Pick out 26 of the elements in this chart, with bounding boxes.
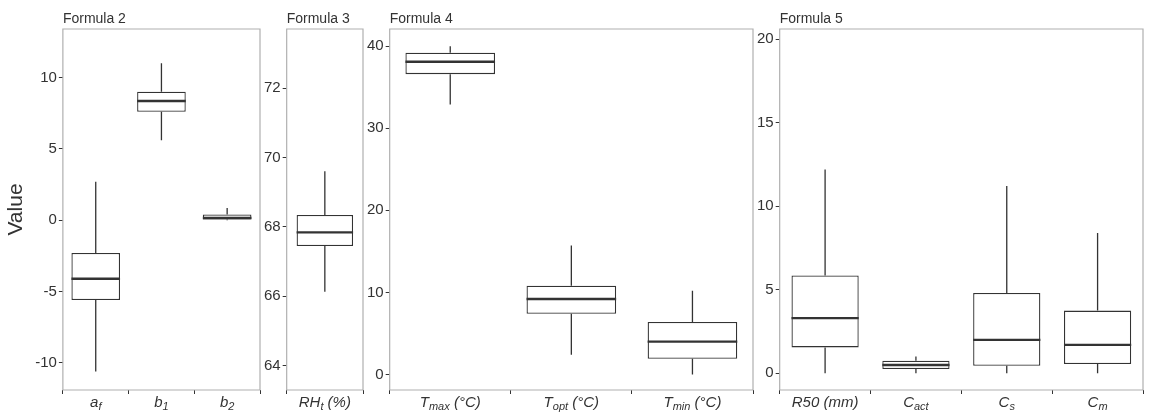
- y-tick-label: 10: [757, 196, 774, 214]
- y-axis-title: Value: [3, 183, 27, 236]
- y-tick-label: 20: [757, 29, 774, 47]
- y-tick-label: 0: [48, 210, 57, 228]
- y-tick-label: 20: [367, 200, 384, 218]
- chart-title: Formula 2: [62, 10, 127, 26]
- y-tick-label: -5: [43, 281, 57, 299]
- y-tick-label: 30: [367, 118, 384, 136]
- y-tick-label: 0: [765, 363, 774, 381]
- chart-title: Formula 5: [779, 10, 843, 26]
- y-tick-label: 72: [264, 78, 281, 96]
- y-tick-label: 66: [264, 286, 281, 304]
- y-tick-label: 15: [757, 112, 774, 130]
- y-tick-label: 64: [264, 355, 281, 373]
- chart-title: Formula 3: [286, 10, 350, 26]
- x-tick-label: R50 (mm): [791, 393, 859, 410]
- y-tick-label: 10: [40, 67, 57, 85]
- y-tick-label: 5: [48, 139, 57, 156]
- y-tick-label: -10: [35, 353, 57, 371]
- y-tick-label: 68: [264, 217, 281, 234]
- y-tick-label: 40: [367, 36, 384, 54]
- y-tick-label: 0: [375, 364, 384, 382]
- y-tick-label: 10: [367, 282, 384, 300]
- y-tick-label: 70: [264, 147, 281, 165]
- y-tick-label: 5: [765, 279, 774, 297]
- chart-title: Formula 4: [389, 10, 453, 26]
